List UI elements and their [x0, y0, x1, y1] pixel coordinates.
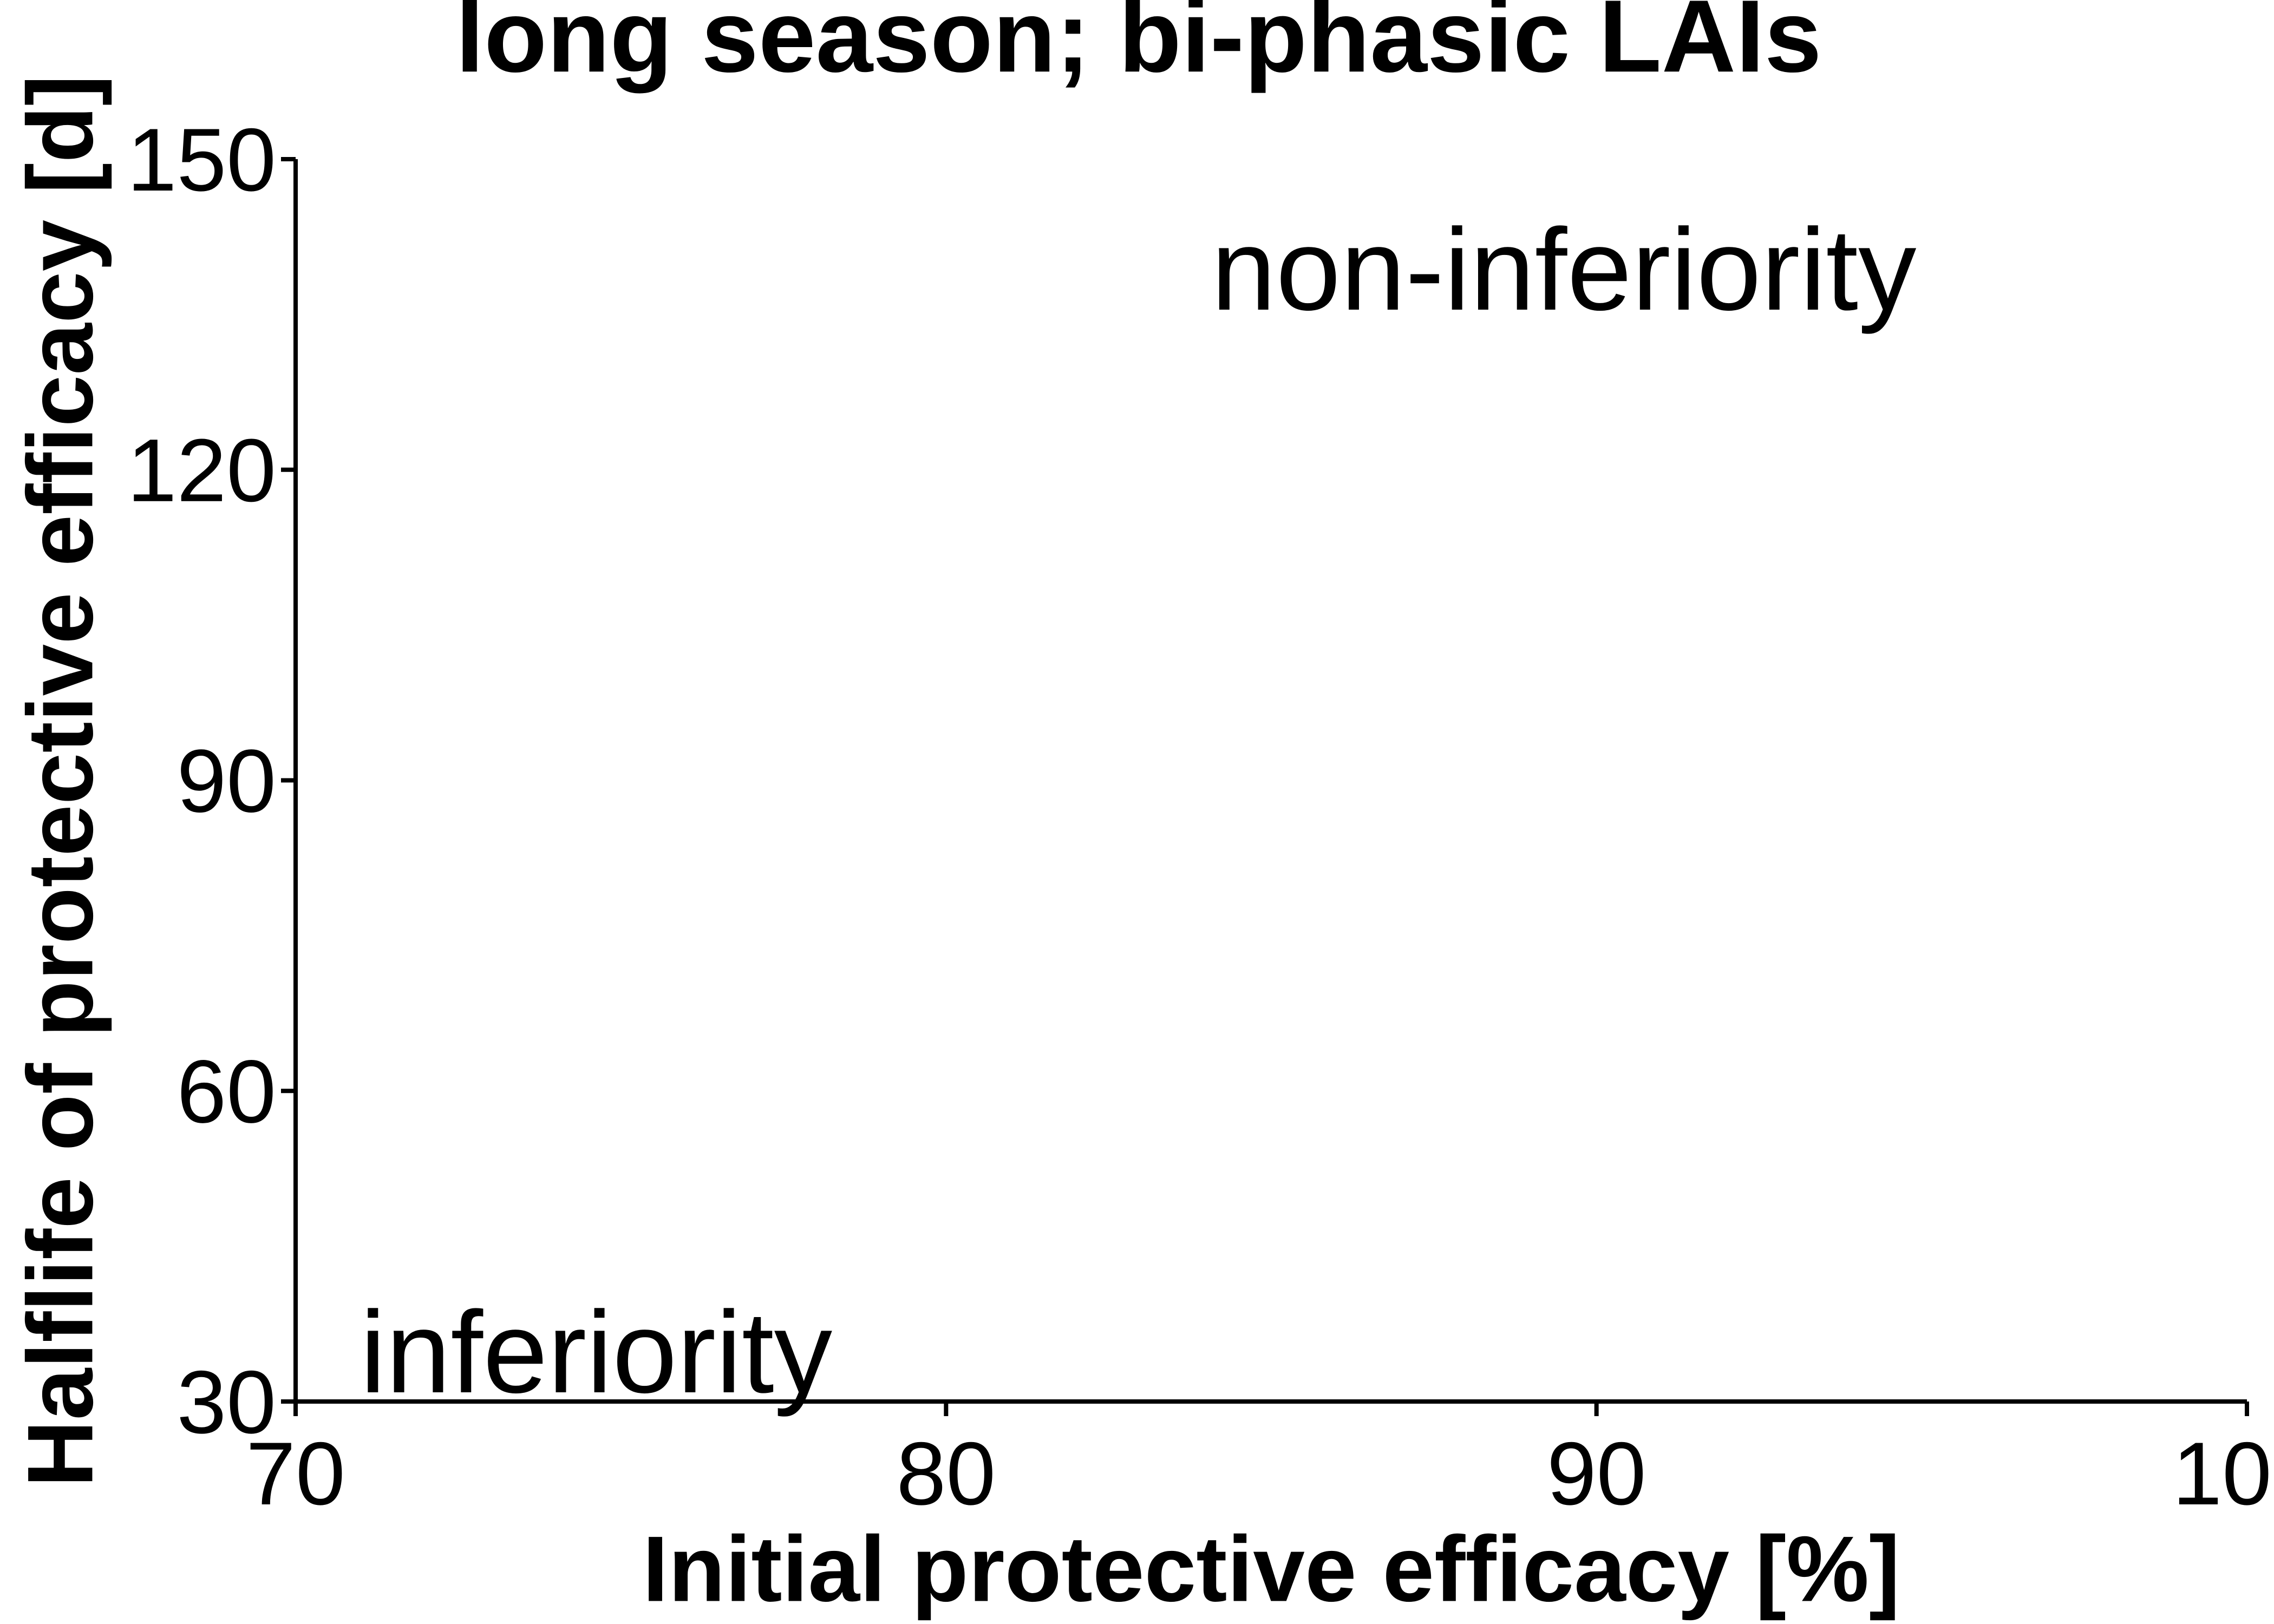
y-tick-label: 120 — [127, 421, 276, 520]
chart-title: long season; bi-phasic LAIs — [455, 0, 1821, 94]
y-tick-label: 60 — [177, 1042, 276, 1141]
x-axis-label: Initial protective efficacy [%] — [643, 1517, 1900, 1621]
y-axis-label: Halflife of protective efficacy [d] — [8, 75, 112, 1487]
y-tick-label: 30 — [177, 1352, 276, 1452]
x-tick-label: 100 — [2172, 1424, 2274, 1523]
y-tick-label: 150 — [127, 110, 276, 209]
annotation: inferiority — [360, 1287, 833, 1417]
x-tick-label: 70 — [246, 1424, 345, 1523]
x-tick-label: 90 — [1547, 1424, 1646, 1523]
annotation: non-inferiority — [1211, 204, 1917, 335]
y-tick-label: 90 — [177, 731, 276, 831]
x-tick-label: 80 — [897, 1424, 996, 1523]
